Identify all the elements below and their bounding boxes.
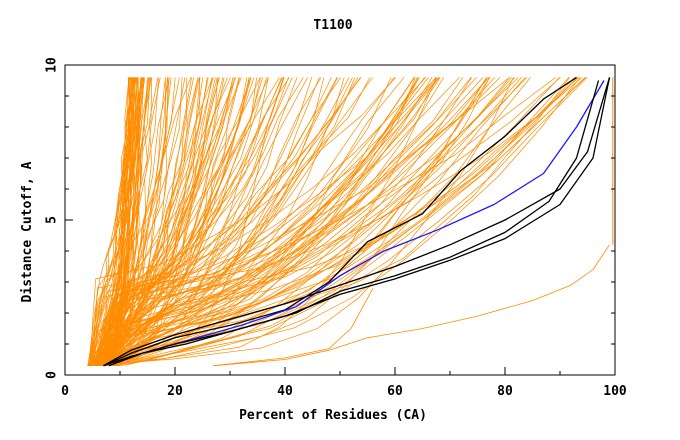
orange-curve	[89, 77, 464, 366]
x-tick-label: 80	[497, 384, 513, 399]
orange-curve	[87, 77, 138, 366]
orange-curve	[99, 77, 135, 366]
orange-curve	[105, 77, 133, 366]
orange-curve	[100, 77, 353, 366]
orange-curve	[98, 77, 437, 366]
orange-curve	[107, 77, 576, 367]
orange-curve	[93, 77, 290, 366]
orange-curve	[88, 77, 514, 367]
orange-curve	[100, 77, 528, 366]
orange-curve	[107, 77, 134, 366]
orange-curve	[92, 77, 192, 366]
orange-curve	[96, 77, 556, 366]
x-tick-label: 100	[603, 384, 627, 399]
orange-curve	[102, 77, 325, 366]
orange-curve	[107, 77, 460, 366]
x-axis: 0 20 40 60 80 100	[61, 367, 627, 399]
series-line	[103, 77, 611, 367]
orange-curve	[89, 77, 137, 366]
y-tick-label: 0	[45, 371, 60, 379]
orange-curve	[107, 77, 578, 367]
orange-curve	[107, 77, 298, 366]
orange-curve	[92, 77, 342, 366]
orange-curve	[89, 77, 396, 366]
orange-curve	[95, 77, 395, 366]
orange-curve	[95, 77, 283, 366]
orange-curve	[91, 77, 472, 367]
highlighted-series	[103, 76, 614, 367]
y-axis-label: Distance Cutoff, A	[20, 161, 35, 302]
orange-curve	[88, 77, 208, 366]
orange-curve	[102, 77, 285, 366]
series-line	[108, 80, 600, 367]
orange-curve	[97, 77, 228, 366]
orange-curve	[88, 77, 588, 367]
orange-curve	[88, 77, 419, 366]
y-axis: 0 5 10	[45, 57, 615, 379]
orange-curve	[92, 77, 187, 366]
orange-curve-bundle	[87, 77, 588, 367]
orange-curve	[102, 77, 392, 367]
orange-curve	[97, 77, 149, 366]
orange-curve	[102, 77, 488, 367]
orange-curve	[89, 77, 439, 366]
series-line	[103, 77, 611, 367]
orange-curve	[88, 77, 130, 366]
x-axis-label: Percent of Residues (CA)	[239, 408, 427, 423]
x-tick-label: 20	[167, 384, 183, 399]
orange-curve	[98, 77, 137, 366]
chart-title: T1100	[313, 18, 352, 33]
orange-curve	[98, 77, 332, 366]
orange-curve	[99, 77, 151, 366]
orange-curve	[88, 77, 145, 366]
orange-curve	[108, 77, 255, 366]
x-tick-label: 60	[387, 384, 403, 399]
orange-curve	[109, 77, 433, 367]
x-tick-label: 0	[61, 384, 69, 399]
orange-curve	[94, 77, 513, 367]
orange-curve	[108, 77, 313, 366]
series-line	[103, 76, 577, 367]
y-tick-label: 5	[45, 216, 60, 224]
orange-curve	[104, 77, 516, 366]
orange-curve	[97, 77, 561, 366]
orange-curve	[112, 77, 581, 367]
orange-curve	[98, 77, 234, 366]
orange-curve	[101, 77, 579, 366]
orange-curve	[96, 77, 144, 367]
orange-outlier-curve	[213, 244, 610, 367]
orange-curve	[96, 77, 261, 366]
orange-curve	[106, 77, 236, 366]
orange-curve	[105, 77, 138, 366]
orange-curve	[91, 77, 427, 366]
y-tick-label: 10	[45, 57, 60, 73]
orange-outlier-curve	[213, 288, 374, 367]
orange-curve	[111, 77, 345, 366]
orange-curve	[95, 77, 285, 367]
orange-curve	[111, 77, 531, 367]
x-tick-label: 40	[277, 384, 293, 399]
